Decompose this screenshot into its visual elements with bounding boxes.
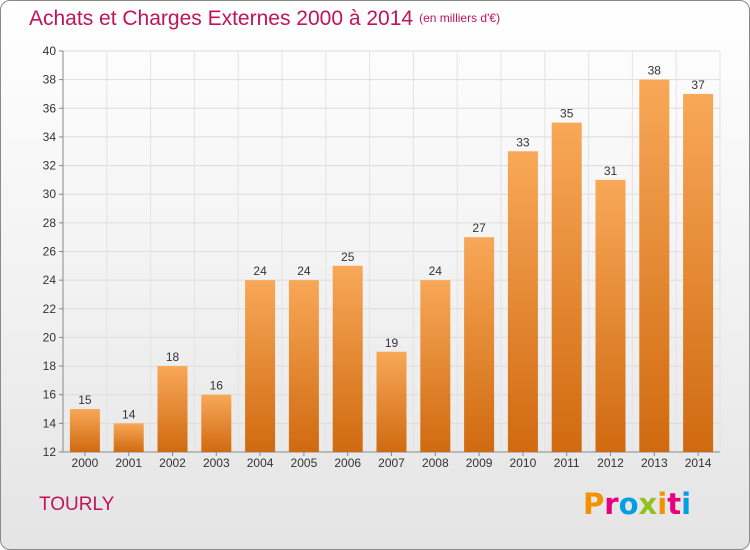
value-label-2010: 33: [516, 135, 530, 149]
logo-letter: o: [618, 487, 639, 521]
bar-2005: [288, 280, 319, 452]
value-label-2004: 24: [253, 264, 267, 278]
x-tick-label-2009: 2009: [466, 456, 493, 470]
chart-subtitle: (en milliers d'€): [419, 11, 501, 25]
y-tick-label: 38: [43, 73, 57, 87]
value-label-2011: 35: [560, 107, 574, 121]
y-tick-label: 34: [43, 130, 57, 144]
x-tick-label-2013: 2013: [641, 456, 668, 470]
value-label-2013: 38: [648, 64, 662, 78]
bar-2008: [420, 280, 451, 452]
y-tick-label: 28: [43, 216, 57, 230]
bar-2004: [245, 280, 276, 452]
y-tick-label: 36: [43, 101, 57, 115]
bar-2011: [551, 122, 582, 452]
proxiti-logo: Proxiti: [583, 487, 691, 521]
y-tick-label: 14: [43, 416, 57, 430]
x-tick-label-2002: 2002: [159, 456, 186, 470]
logo-letter: x: [638, 487, 658, 521]
y-tick-label: 22: [43, 302, 57, 316]
x-tick-label-2012: 2012: [597, 456, 624, 470]
value-label-2007: 19: [385, 336, 399, 350]
y-tick-label: 20: [43, 330, 57, 344]
bar-2003: [201, 394, 232, 452]
bar-2009: [464, 237, 495, 452]
y-tick-label: 16: [43, 388, 57, 402]
x-tick-label-2007: 2007: [378, 456, 405, 470]
x-tick-label-2005: 2005: [291, 456, 318, 470]
value-label-2009: 27: [472, 221, 486, 235]
value-label-2008: 24: [429, 264, 443, 278]
bar-2006: [332, 265, 363, 452]
y-tick-label: 18: [43, 359, 57, 373]
bar-2010: [507, 151, 538, 452]
chart-title-text: Achats et Charges Externes 2000 à 2014: [29, 7, 414, 30]
bar-2013: [639, 79, 670, 453]
y-tick-label: 40: [43, 44, 57, 58]
bar-2014: [683, 93, 714, 452]
bar-2012: [595, 179, 626, 452]
x-tick-label-2014: 2014: [685, 456, 712, 470]
bar-2002: [157, 366, 188, 452]
y-tick-label: 26: [43, 245, 57, 259]
x-tick-label-2011: 2011: [554, 456, 580, 470]
axis-layer: 12 14 16 18 20 22 24 26 28 30 32 34 36 38 40 2000 2001 20…: [43, 44, 720, 470]
x-tick-label-2010: 2010: [510, 456, 537, 470]
value-label-2014: 37: [691, 78, 705, 92]
bar-2000: [69, 409, 100, 452]
x-tick-label-2000: 2000: [72, 456, 99, 470]
y-tick-label: 32: [43, 159, 57, 173]
y-tick-label: 30: [43, 187, 57, 201]
bar-2007: [376, 351, 407, 452]
x-tick-label-2003: 2003: [203, 456, 230, 470]
value-label-2005: 24: [297, 264, 311, 278]
bar-layer: 15 14 18 16 24 24 25 19 24 27 33 35 31 38 37: [69, 64, 714, 453]
logo-letter: i: [657, 487, 668, 521]
x-tick-label-2008: 2008: [422, 456, 449, 470]
logo-letter: t: [667, 487, 682, 521]
y-tick-label: 24: [43, 273, 57, 287]
x-tick-label-2001: 2001: [115, 456, 142, 470]
x-tick-label-2004: 2004: [247, 456, 274, 470]
value-label-2003: 16: [210, 379, 224, 393]
x-tick-label-2006: 2006: [334, 456, 361, 470]
value-label-2001: 14: [122, 407, 136, 421]
logo-letter: P: [583, 487, 605, 521]
location-label: TOURLY: [39, 494, 115, 515]
y-tick-label: 12: [43, 445, 57, 459]
value-label-2000: 15: [78, 393, 92, 407]
value-label-2006: 25: [341, 250, 355, 264]
value-label-2002: 18: [166, 350, 180, 364]
logo-letter: i: [681, 487, 692, 521]
logo-letter: r: [604, 487, 619, 521]
bar-2001: [113, 423, 144, 452]
value-label-2012: 31: [604, 164, 618, 178]
chart-title: Achats et Charges Externes 2000 à 2014 (e…: [29, 7, 500, 31]
